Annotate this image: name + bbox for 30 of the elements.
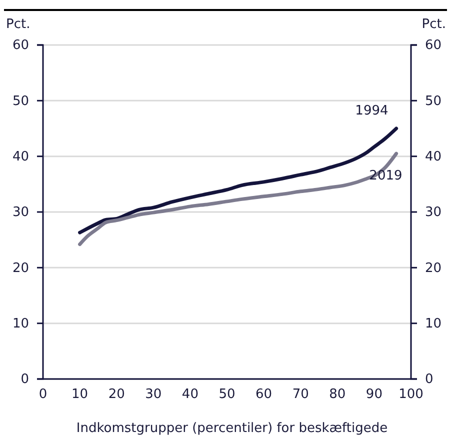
x-tick-label: 50: [218, 387, 236, 402]
y2-axis-title: Pct.: [422, 17, 446, 32]
series-label: 1994: [355, 104, 388, 118]
y2-tick-label: 0: [425, 372, 434, 388]
y-tick-label: 60: [12, 38, 29, 54]
x-axis-title: Indkomstgrupper (percentiler) for beskæftigede: [76, 421, 388, 436]
x-tick-label: 30: [145, 387, 162, 402]
y2-tick-label: 50: [425, 94, 442, 109]
y2-tick-label: 30: [425, 205, 442, 220]
x-tick-label: 90: [366, 387, 382, 402]
x-tick-label: 20: [108, 387, 125, 402]
x-tick-label: 10: [72, 387, 88, 402]
x-tick-label: 40: [182, 387, 198, 402]
y-tick-label: 20: [12, 260, 29, 276]
y-tick-label: 0: [20, 372, 29, 388]
y-tick-label: 10: [12, 316, 29, 332]
x-tick-label: 80: [329, 387, 346, 402]
y2-tick-label: 40: [425, 149, 442, 164]
y-axis-title: Pct.: [6, 17, 30, 32]
series-label: 2019: [369, 168, 402, 184]
y2-tick-label: 60: [425, 38, 442, 54]
x-tick-label: 100: [398, 387, 424, 402]
x-tick-label: 60: [256, 387, 272, 402]
y2-tick-label: 10: [425, 316, 442, 332]
y-tick-label: 50: [12, 94, 29, 109]
x-tick-label: 70: [292, 387, 309, 402]
y2-tick-label: 20: [425, 260, 442, 276]
y-tick-label: 30: [12, 205, 29, 220]
y-tick-label: 40: [12, 149, 29, 164]
x-tick-label: 0: [38, 387, 48, 402]
